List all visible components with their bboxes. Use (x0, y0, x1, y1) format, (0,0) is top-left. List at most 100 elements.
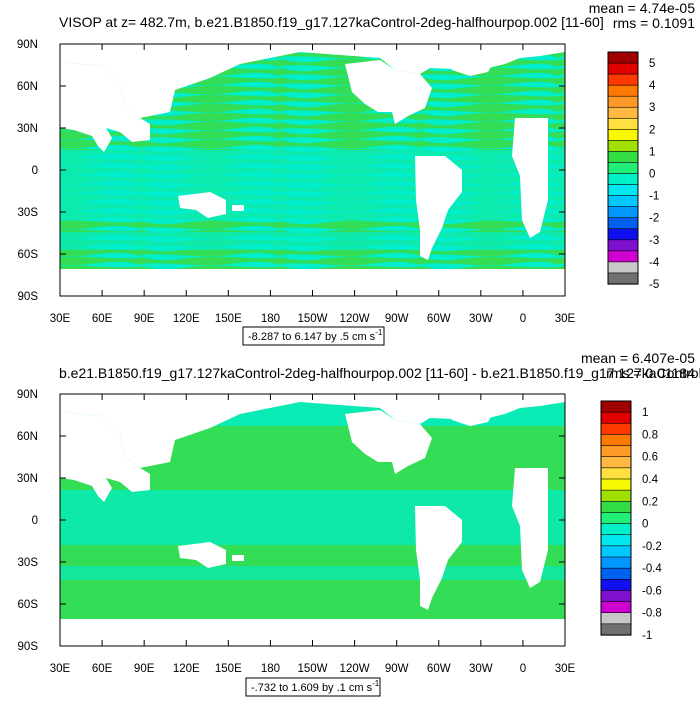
panel-1-colorbar-swatch (607, 151, 639, 164)
panel-1-y-tick-label: 90N (17, 39, 38, 51)
panel-2-colorbar-swatch (600, 489, 632, 502)
panel-1-colorbar-swatch (607, 184, 639, 197)
panel-2-x-tick-label: 90W (385, 663, 409, 675)
panel-1-colorbar-label: -4 (649, 257, 660, 269)
panel-1-y-tick-label: 0 (32, 165, 38, 177)
panel-1-colorbar-swatch (607, 195, 639, 208)
panel-1-range-rect (242, 326, 385, 346)
panel-2-india (92, 478, 112, 502)
panel-2-colorbar-swatch (600, 556, 632, 569)
panel-2-x-ticks: 30E 60E 90E 120E 150E 180 150W 120W 90W 60W 30W 0 30… (50, 394, 576, 675)
panel-1-greenland (445, 54, 495, 76)
panel-2-colorbar-label: 0.8 (642, 429, 658, 441)
panel-2-title: b.e21.B1850.f19_g17.127kaControl-2deg-ha… (59, 365, 700, 381)
panel-2-x-tick-label: 30W (469, 663, 493, 675)
panel-1-x-tick-label: 120W (340, 313, 370, 325)
panel-2-x-tick-label: 150W (297, 663, 327, 675)
panel-2-range-box: -.732 to 1.609 by .1 cm s-1 (245, 677, 381, 697)
panel-1-colorbar-swatch (607, 261, 639, 274)
panel-2-x-tick-label: 90E (134, 663, 155, 675)
panel-2-island (232, 555, 244, 561)
panel-1-colorbar-swatch (607, 62, 639, 75)
panel-1-colorbar-label: 2 (649, 124, 655, 136)
panel-1-colorbar-label: -2 (649, 213, 659, 225)
panel-1-x-ticks: 30E 60E 90E 120E 150E 180 150W 120W 90W 60W 30W 0 30… (50, 44, 576, 325)
panel-1-colorbar-swatch (607, 228, 639, 241)
panel-1-colorbar-swatch (607, 129, 639, 141)
panel-2-colorbar-swatch (600, 467, 632, 480)
panel-2-y-tick-label: 60N (17, 431, 38, 443)
panel-1-colorbar-swatch (607, 51, 639, 64)
panel-2-x-tick-label: 120E (173, 663, 200, 675)
chart-panel-2: b.e21.B1850.f19_g17.127kaControl-2deg-ha… (17, 350, 700, 697)
panel-2-colorbar-swatch (600, 445, 632, 458)
panel-2-y-tick-label: 30S (18, 557, 39, 569)
panel-2-y-tick-label: 90S (18, 641, 39, 653)
panel-2-africa (512, 468, 548, 588)
panel-2-colorbar-swatch (600, 434, 632, 447)
panel-1-colorbar-swatch (607, 272, 639, 285)
panel-2-colorbar-swatch (600, 612, 632, 625)
panel-2-colorbar-swatch (600, 478, 632, 491)
panel-1-x-tick-label: 30E (50, 313, 71, 325)
panel-2-colorbar-swatch (600, 601, 632, 614)
panel-1-colorbar-label: 0 (649, 169, 655, 181)
panel-1-x-tick-label: 150W (297, 313, 327, 325)
panel-1-colorbar-swatch (607, 250, 639, 263)
panel-1-colorbar-label: -5 (649, 279, 659, 291)
panel-2-southern-band (60, 566, 565, 580)
panel-2-x-tick-label: 60E (92, 663, 113, 675)
panel-2-colorbar-swatch (600, 411, 632, 424)
panel-1-x-tick-label: 150E (215, 313, 242, 325)
panel-2-eurasia (60, 394, 565, 468)
panel-1-colorbar-swatch (607, 95, 639, 108)
panel-2-x-tick-label: 60W (427, 663, 451, 675)
panel-2-colorbar-swatch (600, 512, 632, 525)
panel-2-rms: rms = 0.01184 (606, 365, 695, 381)
panel-1-colorbar-label: 5 (649, 58, 655, 70)
panel-2-x-tick-label: 0 (520, 663, 526, 675)
panel-1-colorbar-swatch (607, 206, 639, 219)
panel-1-colorbar-label: 1 (649, 146, 655, 158)
panel-2-x-tick-label: 30E (555, 663, 576, 675)
panel-1-colorbar-swatch (607, 73, 639, 86)
panel-1-southern-band (60, 232, 565, 250)
panel-2-colorbar-swatch (600, 500, 632, 514)
panel-2-colorbar-label: 0.4 (642, 474, 659, 486)
panel-2-colorbar-frame (600, 400, 632, 636)
panel-1-arctic-island (62, 68, 72, 76)
panel-1-y-tick-label: 30S (18, 207, 39, 219)
panel-1-island (232, 205, 244, 211)
panel-1-x-tick-label: 120E (173, 313, 200, 325)
panel-1-asia-interior (60, 62, 150, 142)
panel-1-y-tick-label: 60N (17, 81, 38, 93)
panel-1-mean: mean = 4.74e-05 (589, 0, 695, 16)
panel-1-range-box: -8.287 to 6.147 by .5 cm s-1 (242, 326, 385, 346)
panel-2-colorbar-label: -0.2 (642, 541, 662, 553)
panel-2-range-main: -.732 to 1.609 by .1 cm s (251, 682, 373, 694)
panel-1-colorbar-frame (607, 51, 639, 285)
panel-2-colorbar: 1 0.8 0.6 0.4 0.2 0 -0.2 -0.4 -0.6 -0.8 -1 (600, 400, 662, 642)
panel-2-north-america (345, 410, 432, 474)
panel-1-colorbar-label: 4 (649, 80, 656, 92)
panel-2-colorbar-swatch (600, 623, 632, 636)
panel-2-colorbar-swatch (600, 534, 632, 547)
panel-1-colorbar-swatch (607, 117, 639, 130)
panel-2-colorbar-label: -1 (642, 630, 652, 642)
panel-2-range-text: -.732 to 1.609 by .1 cm s-1 (251, 679, 380, 694)
panel-1-tropical-band (60, 150, 565, 220)
panel-2-colorbar-swatch (600, 578, 632, 592)
panel-1-rms: rms = 0.1091 (613, 15, 695, 31)
panel-1-x-tick-label: 60W (427, 313, 451, 325)
panel-2-y-tick-label: 30N (17, 473, 38, 485)
panel-1-x-tick-label: 60E (92, 313, 113, 325)
panel-2-colorbar-swatch (600, 400, 632, 413)
panel-2-colorbar-label: 0.2 (642, 496, 658, 508)
panel-2-x-tick-label: 150E (215, 663, 242, 675)
panel-2-tropical-band (60, 490, 565, 545)
panel-1-y-ticks: 90N 60N 30N 0 30S 60S 90S (17, 39, 565, 303)
panel-2-y-tick-label: 90N (17, 389, 38, 401)
panel-1-colorbar-swatch (607, 173, 639, 186)
panel-1-x-tick-label: 30W (469, 313, 493, 325)
panel-2-south-america (415, 506, 462, 610)
